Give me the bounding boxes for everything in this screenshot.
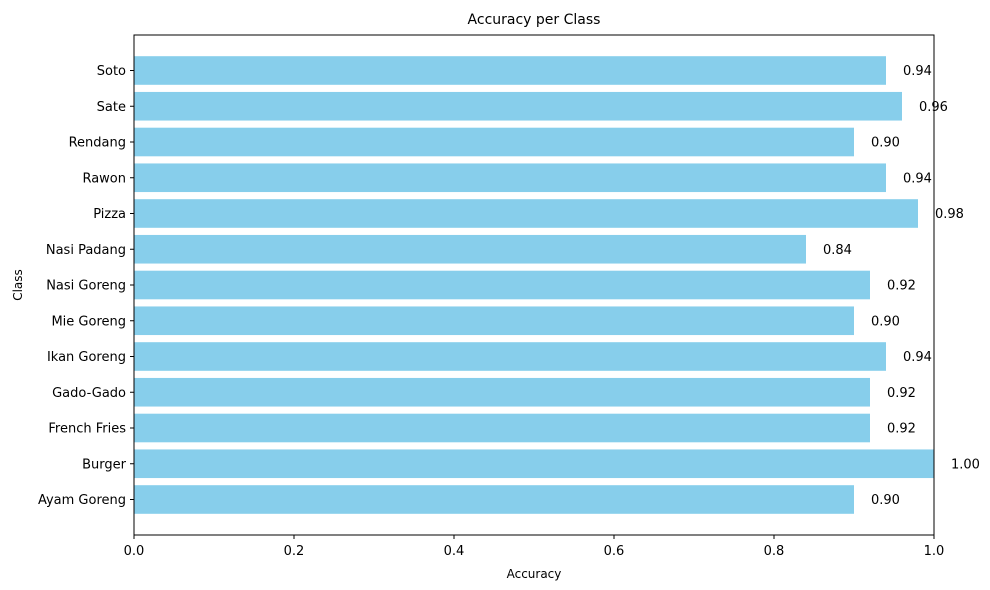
value-label-french-fries: 0.92 bbox=[887, 422, 916, 437]
bar-soto bbox=[134, 56, 886, 85]
value-label-pizza: 0.98 bbox=[935, 207, 964, 222]
x-tick-label-0-0: 0.0 bbox=[124, 544, 145, 559]
value-label-rendang: 0.90 bbox=[871, 136, 900, 151]
bars-layer bbox=[134, 56, 934, 514]
y-tick-label-soto: Soto bbox=[97, 64, 126, 79]
y-tick-label-gado-gado: Gado-Gado bbox=[52, 386, 126, 401]
x-tick-label-0-4: 0.4 bbox=[444, 544, 465, 559]
y-tick-label-nasi-padang: Nasi Padang bbox=[46, 243, 126, 258]
bar-mie-goreng bbox=[134, 306, 854, 336]
value-label-burger: 1.00 bbox=[951, 457, 980, 472]
x-axis-ticks: 0.0 0.2 0.4 0.6 0.8 1.0 bbox=[124, 535, 945, 559]
plot-frame bbox=[133, 34, 935, 536]
value-label-soto: 0.94 bbox=[903, 64, 932, 79]
y-tick-label-mie-goreng: Mie Goreng bbox=[51, 314, 126, 329]
value-label-mie-goreng: 0.90 bbox=[871, 314, 900, 329]
bar-burger bbox=[134, 449, 934, 479]
value-labels-layer: 0.90 1.00 0.92 0.92 0.94 0.90 0.92 0.84 0.98 0.94… bbox=[823, 64, 980, 508]
chart-title: Accuracy per Class bbox=[468, 12, 601, 28]
y-tick-label-sate: Sate bbox=[97, 100, 126, 115]
value-label-rawon: 0.94 bbox=[903, 171, 932, 186]
value-label-ayam-goreng: 0.90 bbox=[871, 493, 900, 508]
bar-rawon bbox=[134, 163, 886, 193]
value-label-sate: 0.96 bbox=[919, 100, 948, 115]
value-label-ikan-goreng: 0.94 bbox=[903, 350, 932, 365]
y-tick-label-nasi-goreng: Nasi Goreng bbox=[46, 279, 126, 294]
bar-sate bbox=[134, 91, 902, 121]
bar-nasi-padang bbox=[134, 234, 806, 264]
x-tick-label-0-2: 0.2 bbox=[284, 544, 305, 559]
bar-french-fries bbox=[134, 413, 870, 443]
bar-rendang bbox=[134, 127, 854, 157]
y-tick-label-ikan-goreng: Ikan Goreng bbox=[47, 350, 126, 365]
x-tick-label-0-6: 0.6 bbox=[604, 544, 625, 559]
y-tick-label-ayam-goreng: Ayam Goreng bbox=[38, 493, 126, 508]
bar-gado-gado bbox=[134, 377, 870, 407]
y-axis-ticks: Ayam Goreng Burger French Fries Gado-Gado Ik… bbox=[38, 64, 134, 508]
bar-ayam-goreng bbox=[134, 485, 854, 514]
value-label-nasi-goreng: 0.92 bbox=[887, 279, 916, 294]
y-tick-label-rendang: Rendang bbox=[69, 136, 126, 151]
y-axis-label: Class bbox=[11, 269, 25, 301]
bar-ikan-goreng bbox=[134, 342, 886, 371]
y-tick-label-pizza: Pizza bbox=[93, 207, 126, 222]
x-axis-label: Accuracy bbox=[507, 567, 562, 581]
x-tick-label-0-8: 0.8 bbox=[764, 544, 785, 559]
x-tick-label-1-0: 1.0 bbox=[924, 544, 945, 559]
y-tick-label-french-fries: French Fries bbox=[48, 422, 126, 437]
y-tick-label-rawon: Rawon bbox=[82, 171, 126, 186]
y-tick-label-burger: Burger bbox=[82, 457, 127, 472]
value-label-gado-gado: 0.92 bbox=[887, 386, 916, 401]
value-label-nasi-padang: 0.84 bbox=[823, 243, 852, 258]
bar-nasi-goreng bbox=[134, 270, 870, 300]
bar-pizza bbox=[134, 199, 918, 228]
